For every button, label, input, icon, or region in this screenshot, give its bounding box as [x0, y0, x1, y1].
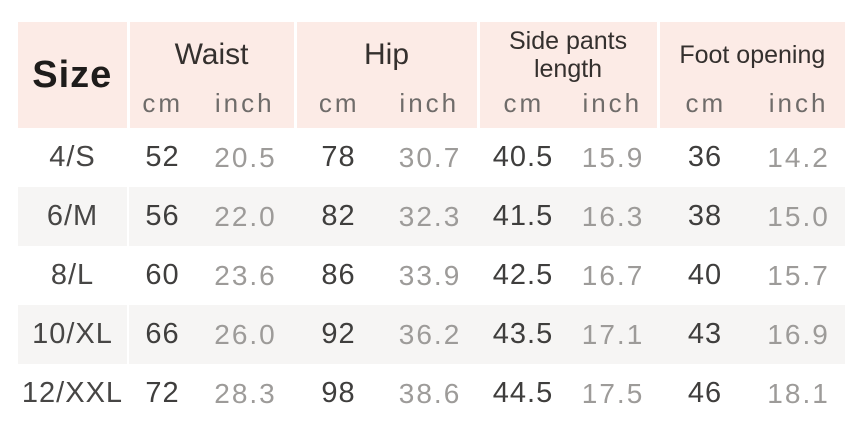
waist-inch-unit: inch	[196, 88, 296, 128]
cell-hip-inch: 38.6	[398, 377, 462, 409]
table-row: 6/M 56 22.0 82 32.3 41.5 16.3 38 15.0	[18, 187, 846, 246]
size-column-header: Size	[18, 22, 128, 128]
cell-side-inch: 17.5	[581, 377, 645, 409]
cell-waist-inch: 26.0	[214, 318, 277, 350]
cell-waist-cm: 66	[145, 318, 180, 350]
cell-waist-inch: 22.0	[214, 200, 277, 232]
cell-foot-inch: 15.7	[767, 259, 830, 291]
cell-hip-cm: 86	[321, 259, 356, 291]
cell-side-cm: 43.5	[492, 318, 554, 350]
header-group-row: Size Waist Hip Side pants length Foot op…	[18, 22, 846, 128]
cell-waist-inch: 23.6	[214, 259, 277, 291]
cell-foot-cm: 38	[687, 200, 723, 232]
header-unit-row: cm inch cm inch cm inch cm inch	[18, 88, 846, 128]
hip-cm-unit: cm	[293, 88, 383, 128]
table-row: 12/XXL 72 28.3 98 38.6 44.5 17.5 46 18.1	[18, 364, 846, 423]
cell-side-cm: 41.5	[492, 200, 554, 232]
cell-hip-inch: 32.3	[398, 200, 462, 232]
cell-foot-cm: 43	[687, 318, 723, 350]
cell-foot-cm: 46	[687, 377, 723, 409]
cell-hip-cm: 78	[321, 141, 356, 173]
hip-group-header: Hip	[293, 22, 479, 88]
cell-foot-cm: 40	[687, 259, 723, 291]
cell-size: 6/M	[18, 187, 129, 246]
side-cm-unit: cm	[476, 88, 569, 128]
cell-hip-inch: 30.7	[398, 141, 462, 173]
cell-size: 10/XL	[18, 305, 129, 364]
cell-waist-cm: 60	[145, 259, 180, 291]
cell-hip-inch: 33.9	[398, 259, 462, 291]
cell-side-cm: 44.5	[492, 377, 554, 409]
size-chart-table: Size Waist Hip Side pants length Foot op…	[18, 22, 846, 423]
cell-size: 4/S	[18, 128, 129, 187]
cell-hip-cm: 92	[321, 318, 356, 350]
cell-size: 12/XXL	[18, 364, 129, 423]
cell-foot-inch: 14.2	[767, 141, 830, 173]
cell-hip-cm: 98	[321, 377, 356, 409]
cell-hip-cm: 82	[321, 200, 356, 232]
cell-foot-inch: 15.0	[767, 200, 830, 232]
cell-side-cm: 40.5	[492, 141, 554, 173]
cell-waist-inch: 28.3	[214, 377, 277, 409]
waist-group-header: Waist	[126, 22, 296, 88]
cell-side-inch: 17.1	[581, 318, 645, 350]
cell-waist-inch: 20.5	[214, 141, 277, 173]
table-row: 8/L 60 23.6 86 33.9 42.5 16.7 40 15.7	[18, 246, 846, 305]
hip-inch-unit: inch	[382, 88, 479, 128]
cell-waist-cm: 56	[145, 200, 180, 232]
table-row: 4/S 52 20.5 78 30.7 40.5 15.9 36 14.2	[18, 128, 846, 187]
cell-size: 8/L	[18, 246, 129, 305]
cell-foot-cm: 36	[687, 141, 723, 173]
waist-cm-unit: cm	[126, 88, 196, 128]
cell-waist-cm: 72	[145, 377, 180, 409]
cell-foot-inch: 18.1	[767, 377, 830, 409]
foot-inch-unit: inch	[752, 88, 846, 128]
cell-side-inch: 15.9	[581, 141, 645, 173]
cell-foot-inch: 16.9	[767, 318, 830, 350]
table-header: Size Waist Hip Side pants length Foot op…	[18, 22, 846, 128]
side-pants-length-group-header: Side pants length	[476, 22, 659, 88]
table-body: 4/S 52 20.5 78 30.7 40.5 15.9 36 14.2 6/…	[18, 128, 846, 423]
foot-opening-group-header: Foot opening	[656, 22, 846, 88]
cell-side-cm: 42.5	[492, 259, 554, 291]
cell-waist-cm: 52	[145, 141, 180, 173]
side-inch-unit: inch	[568, 88, 659, 128]
cell-hip-inch: 36.2	[398, 318, 462, 350]
foot-cm-unit: cm	[656, 88, 753, 128]
cell-side-inch: 16.7	[581, 259, 645, 291]
table-row: 10/XL 66 26.0 92 36.2 43.5 17.1 43 16.9	[18, 305, 846, 364]
cell-side-inch: 16.3	[581, 200, 645, 232]
